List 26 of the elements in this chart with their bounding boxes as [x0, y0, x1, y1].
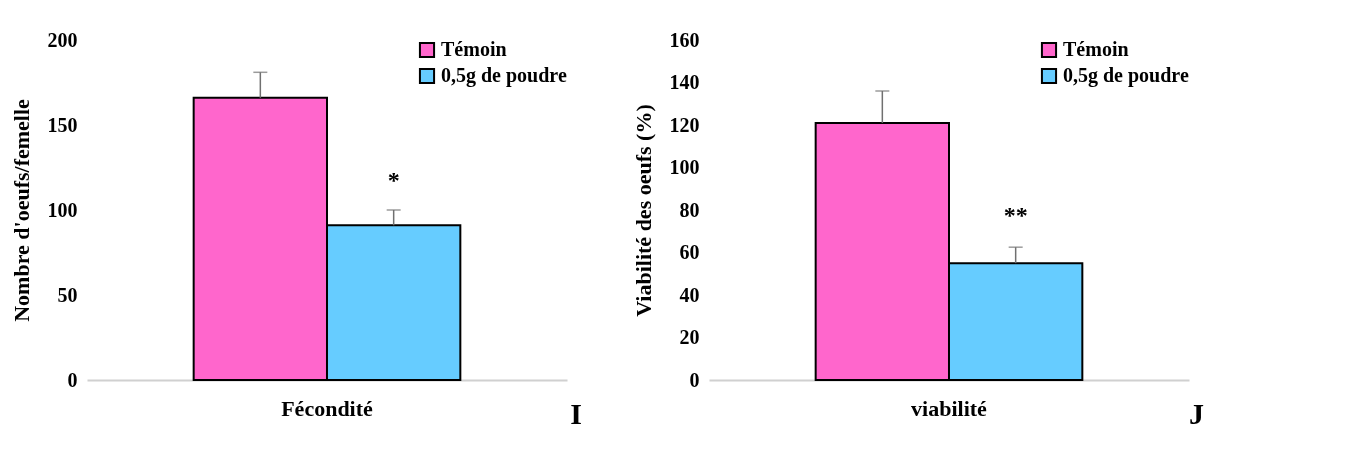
text: J: [1189, 397, 1204, 430]
y-tick-label: 50: [57, 283, 78, 306]
legend-label: 0,5g de poudre: [441, 64, 567, 87]
legend-label: Témoin: [1063, 38, 1129, 60]
y-tick-label: 20: [679, 326, 700, 348]
y-tick-label: 80: [679, 198, 700, 221]
y-tick-label: 100: [669, 156, 700, 178]
x-tick-label: Fécondité: [281, 395, 374, 421]
y-tick-label: 60: [679, 241, 700, 263]
y-tick-label: 160: [669, 28, 700, 51]
legend-label: Témoin: [441, 38, 507, 60]
y-tick-label: 150: [47, 113, 78, 136]
annotation: **: [1003, 202, 1028, 229]
text: I: [570, 397, 582, 430]
y-tick-label: 140: [669, 71, 700, 93]
y-tick-label: 0: [67, 368, 78, 391]
annotation: *: [387, 167, 400, 194]
y-axis-title: Viabilité des oeufs (%): [630, 104, 656, 317]
y-axis-title: Nombre d'oeufs/femelle: [8, 98, 34, 322]
y-tick-label: 120: [669, 113, 700, 136]
y-tick-label: 40: [679, 283, 700, 306]
y-tick-label: 200: [47, 28, 78, 51]
y-tick-label: 0: [689, 368, 700, 391]
legend-label: 0,5g de poudre: [1063, 64, 1189, 87]
y-tick-label: 100: [47, 198, 78, 221]
x-tick-label: viabilité: [911, 395, 988, 421]
